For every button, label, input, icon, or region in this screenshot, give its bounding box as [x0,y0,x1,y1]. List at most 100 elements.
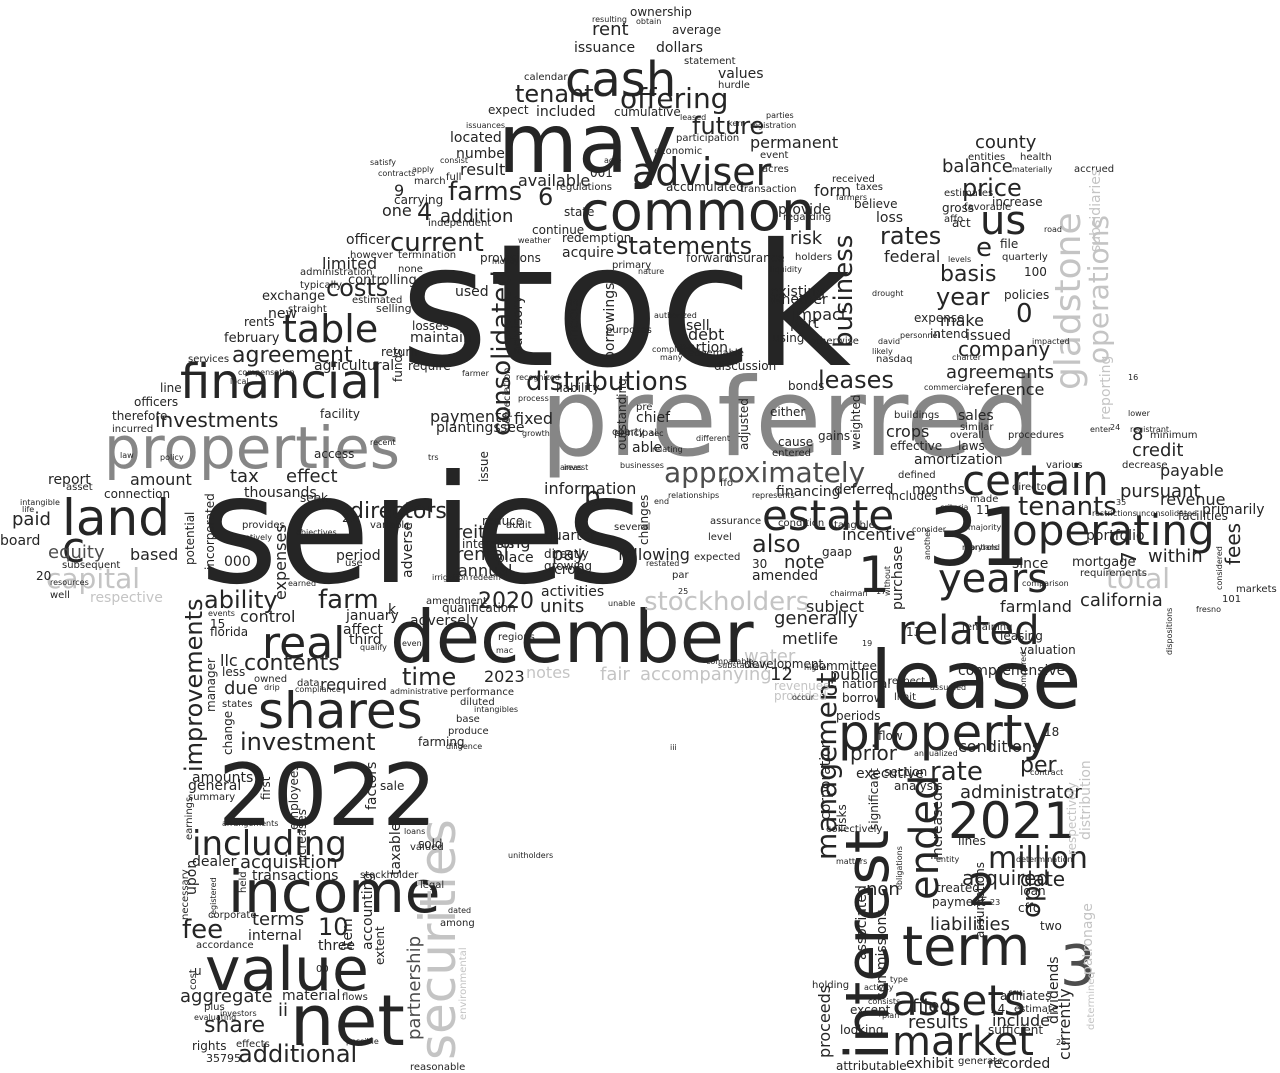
cloud-word: recent [370,438,396,447]
cloud-word: farm [318,585,379,615]
cloud-word: result [460,160,505,179]
cloud-word: rights [192,1039,226,1053]
cloud-word: diluted [460,697,495,708]
cloud-word: amendment [426,596,487,607]
cloud-word: loan [1020,884,1046,898]
cloud-word: exchange [262,289,325,304]
cloud-word: typically [300,280,342,291]
cloud-word: provisions [480,251,541,265]
cloud-word: due [224,678,258,699]
cloud-word: redeem [470,573,501,582]
cloud-word: general [188,778,241,794]
cloud-word: substantially [718,661,769,670]
cloud-word: units [540,596,584,617]
cloud-word: registered [209,877,218,918]
cloud-word: otherwise [810,336,859,347]
cloud-word: 00 [316,964,329,975]
cloud-word: sufficient [988,1023,1043,1037]
cloud-word: op [1017,886,1047,918]
cloud-word: annual [458,561,512,580]
cloud-word: weather [518,236,551,245]
cloud-word: principal [614,428,657,439]
cloud-word: enter [1090,425,1112,434]
cloud-word: acre [604,156,621,165]
cloud-word: 26 [1056,1038,1066,1047]
cloud-word: also [752,530,801,558]
cloud-word: sell [686,318,710,334]
cloud-word: risk [790,228,823,249]
cloud-word: primary [612,260,651,271]
cloud-word: administration [300,267,373,278]
cloud-word: mac [496,646,513,655]
cloud-word: liability [556,381,599,395]
cloud-word: held [238,871,249,893]
cloud-word: lower [1128,409,1151,418]
cloud-word: 2023 [484,667,525,686]
cloud-word: rental [456,544,509,565]
cloud-word: quarterly [1002,252,1048,263]
cloud-word: estimates [944,188,993,199]
cloud-word: activities [541,584,604,600]
cloud-word: trs [428,453,439,462]
cloud-word: local [230,377,249,386]
cloud-word: aggregate [180,986,273,1007]
cloud-word: entity [936,855,959,864]
cloud-word: quarter [544,528,596,544]
cloud-word: full [446,172,461,183]
cloud-word: valued [410,842,444,853]
cloud-word: values [718,66,764,82]
cloud-word: periods [836,709,880,723]
cloud-word: registrant [1130,425,1169,434]
cloud-word: properties [104,414,400,482]
cloud-word: discussion [714,359,776,373]
cloud-word: life [22,505,34,514]
cloud-word: purchase [890,546,906,610]
cloud-word: 20 [36,569,51,583]
cloud-word: adversely [410,613,478,629]
cloud-word: regulations [556,182,612,193]
cloud-word: federal [884,247,940,266]
cloud-word: holding [812,980,849,991]
cloud-word: ii [278,1000,288,1021]
cloud-word: assumptions [973,862,987,938]
cloud-word: 21 [342,511,357,525]
cloud-word: generally [774,608,858,629]
cloud-word: performance [450,687,514,698]
cloud-word: treated [936,881,980,895]
cloud-word: loans [404,827,425,836]
cloud-word: california [1080,590,1163,611]
cloud-word: possible [346,1037,379,1046]
cloud-word: forward [686,251,732,265]
cloud-word: unconsolidated [1136,509,1197,518]
cloud-word: continue [532,223,584,237]
cloud-word: adjusted [737,398,751,450]
cloud-word: depreciation [502,368,513,430]
cloud-word: process [518,394,549,403]
cloud-word: apply [412,165,434,174]
cloud-word: data [297,678,320,689]
cloud-word: reit [455,522,485,543]
cloud-word: public [830,665,878,684]
cloud-word: u [194,964,202,978]
cloud-word: areas [560,463,582,472]
cloud-word: adverse [400,522,416,578]
cloud-word: effective [890,439,942,453]
cloud-word: straight [288,304,327,315]
cloud-word: well [50,590,70,601]
cloud-word: facility [320,407,360,421]
cloud-word: equity [48,542,105,563]
cloud-word: property [838,704,1052,762]
cloud-word: water [744,646,796,667]
cloud-word: dealer [192,854,237,870]
cloud-word: attributable [836,1059,907,1073]
cloud-word: changes [637,495,651,545]
cloud-word: period [336,548,381,564]
cloud-word: acquired [962,866,1049,890]
cloud-word: made [970,494,998,505]
cloud-word: affect [343,622,384,638]
cloud-word: employees [287,765,301,830]
cloud-word: owned [254,674,287,685]
cloud-word: distribution [1078,760,1094,840]
cloud-word: 18 [1044,725,1059,739]
